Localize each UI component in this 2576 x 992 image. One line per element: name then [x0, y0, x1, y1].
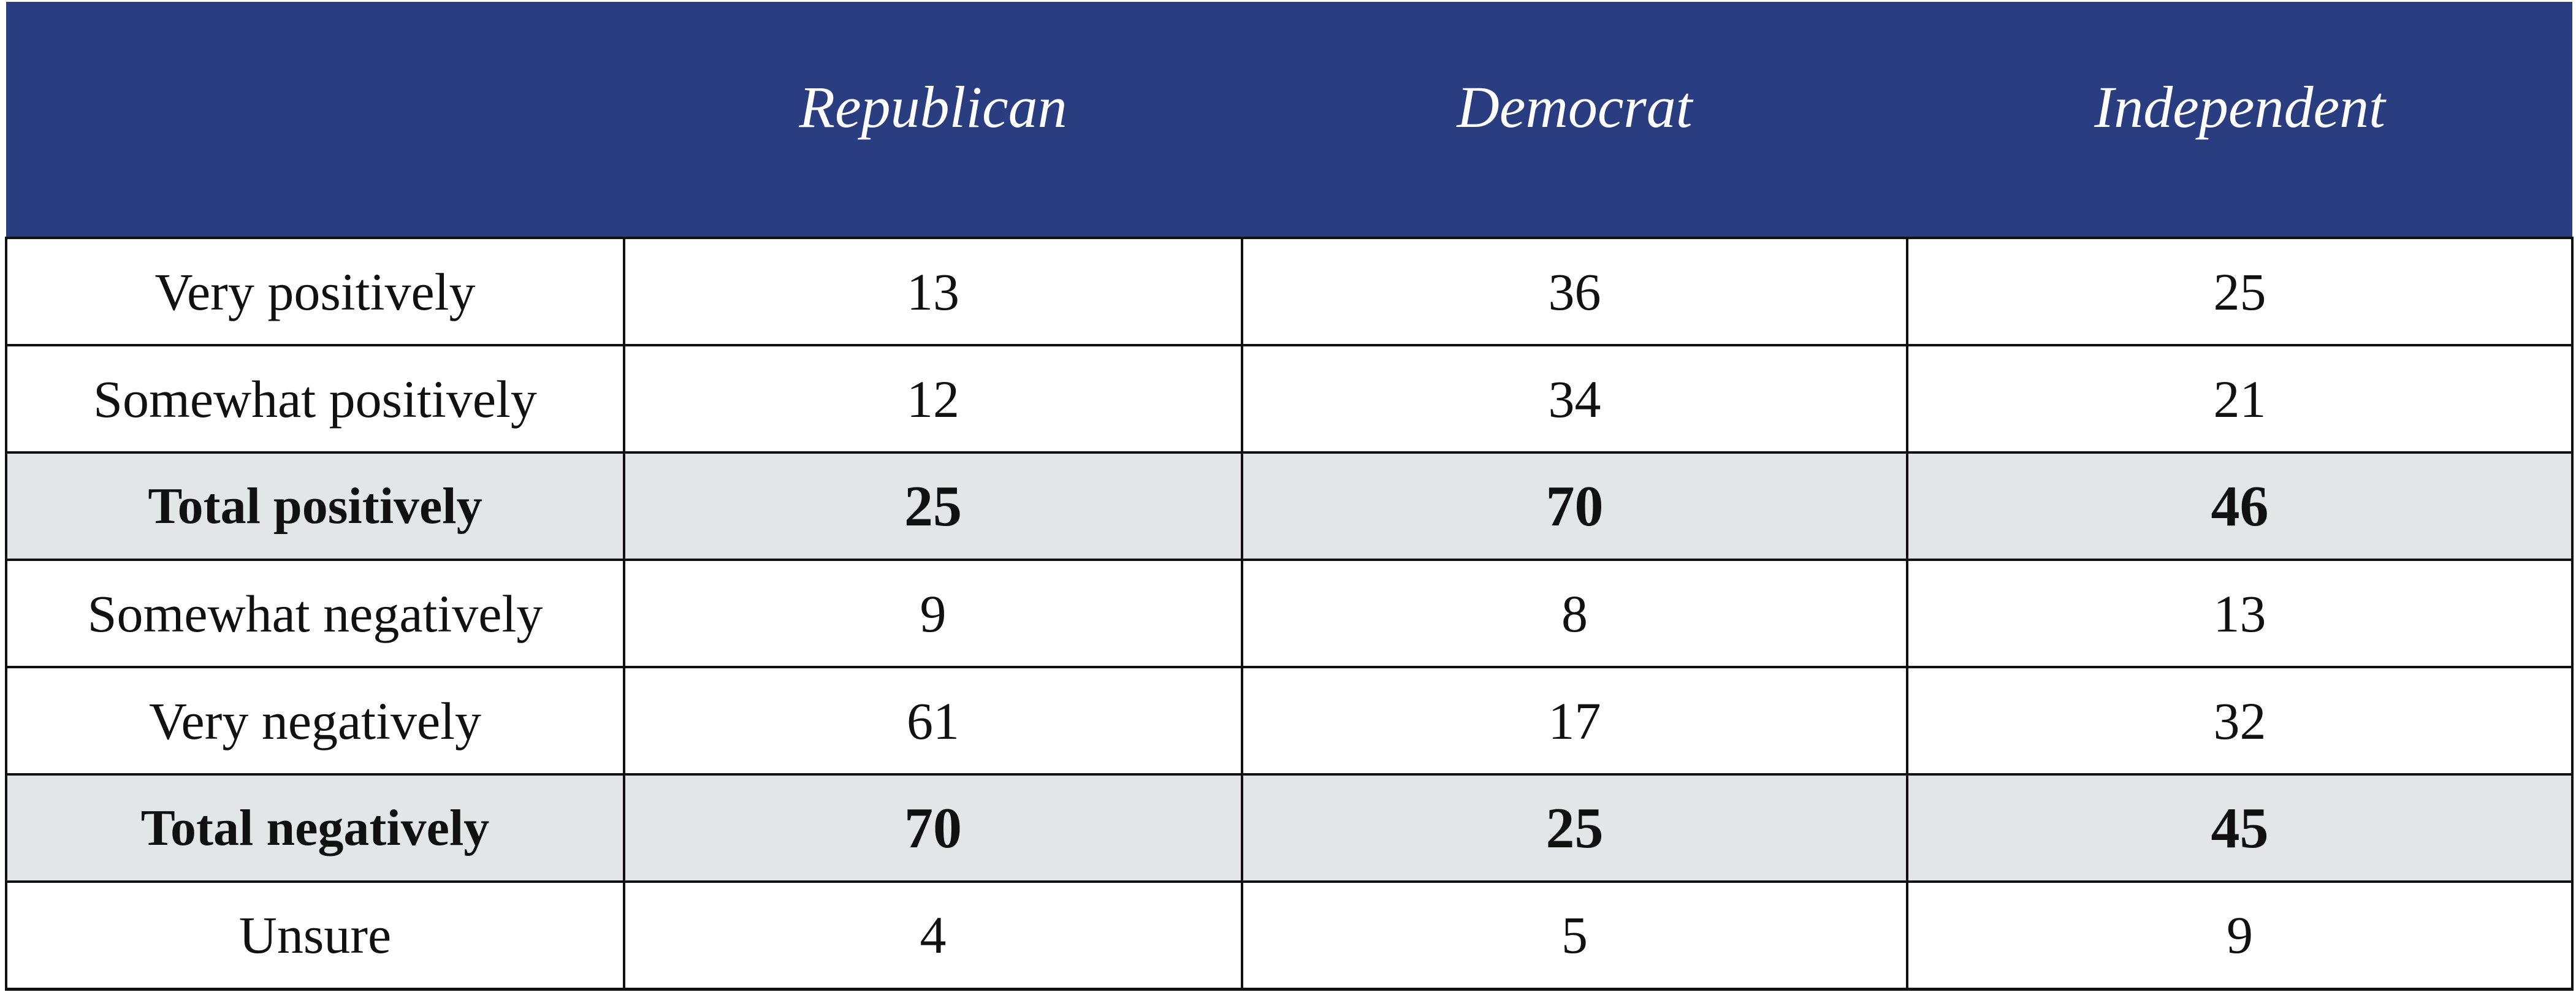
cell-republican: 25: [623, 451, 1243, 561]
row-label: Very negatively: [5, 666, 625, 776]
cell-democrat: 70: [1241, 451, 1908, 561]
header-independent: Independent: [1907, 2, 2572, 238]
cell-democrat: 36: [1241, 237, 1908, 346]
cell-democrat: 5: [1241, 880, 1908, 991]
results-table: Republican Democrat Independent Very pos…: [5, 2, 2574, 991]
row-label: Somewhat negatively: [5, 559, 625, 668]
cell-republican: 70: [623, 773, 1243, 883]
row-label: Total negatively: [5, 773, 625, 883]
cell-democrat: 25: [1241, 773, 1908, 883]
cell-independent: 32: [1906, 666, 2574, 776]
row-label: Somewhat positively: [5, 344, 625, 454]
row-unsure: Unsure 4 5 9: [5, 880, 2574, 991]
cell-democrat: 17: [1241, 666, 1908, 776]
cell-republican: 12: [623, 344, 1243, 454]
cell-democrat: 34: [1241, 344, 1908, 454]
row-total-positively: Total positively 25 70 46: [5, 451, 2574, 561]
row-label: Total positively: [5, 451, 625, 561]
results-table-container: Republican Democrat Independent Very pos…: [5, 2, 2574, 991]
row-somewhat-negatively: Somewhat negatively 9 8 13: [5, 559, 2574, 668]
row-label: Unsure: [5, 880, 625, 991]
header-empty-cell: [6, 2, 624, 238]
row-label: Very positively: [5, 237, 625, 346]
row-somewhat-positively: Somewhat positively 12 34 21: [5, 344, 2574, 454]
table-body: Very positively 13 36 25 Somewhat positi…: [5, 237, 2574, 991]
cell-republican: 61: [623, 666, 1243, 776]
cell-democrat: 8: [1241, 559, 1908, 668]
header-republican: Republican: [624, 2, 1242, 238]
cell-independent: 13: [1906, 559, 2574, 668]
cell-independent: 46: [1906, 451, 2574, 561]
cell-independent: 45: [1906, 773, 2574, 883]
header-democrat: Democrat: [1242, 2, 1907, 238]
cell-independent: 25: [1906, 237, 2574, 346]
header-row: Republican Democrat Independent: [6, 2, 2572, 238]
cell-republican: 4: [623, 880, 1243, 991]
cell-republican: 13: [623, 237, 1243, 346]
cell-independent: 9: [1906, 880, 2574, 991]
row-very-positively: Very positively 13 36 25: [5, 237, 2574, 346]
cell-republican: 9: [623, 559, 1243, 668]
row-total-negatively: Total negatively 70 25 45: [5, 773, 2574, 883]
row-very-negatively: Very negatively 61 17 32: [5, 666, 2574, 776]
table-header: Republican Democrat Independent: [6, 2, 2572, 238]
cell-independent: 21: [1906, 344, 2574, 454]
